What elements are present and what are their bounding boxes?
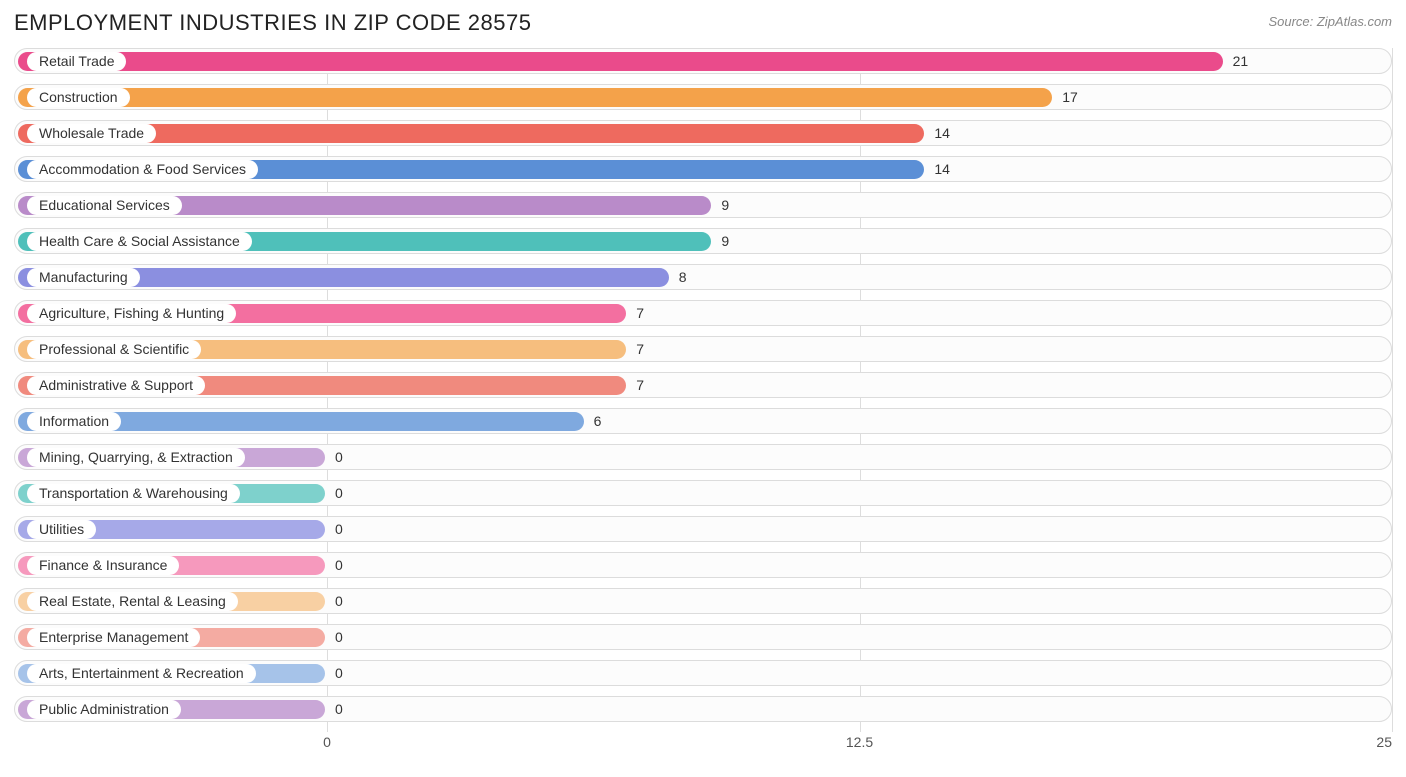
bar-track: Enterprise Management 0 (14, 624, 1392, 650)
bar-track: Arts, Entertainment & Recreation 0 (14, 660, 1392, 686)
bar-track: Information 6 (14, 408, 1392, 434)
bar-label-pill: Transportation & Warehousing (27, 484, 240, 503)
source-attribution: Source: ZipAtlas.com (1268, 14, 1392, 29)
bar-value: 7 (636, 373, 644, 397)
bar-value: 0 (335, 553, 343, 577)
bar-label-pill: Utilities (27, 520, 96, 539)
bar-track: Mining, Quarrying, & Extraction 0 (14, 444, 1392, 470)
bar-label-pill: Professional & Scientific (27, 340, 201, 359)
bar-value: 21 (1233, 49, 1249, 73)
bar-label-pill: Finance & Insurance (27, 556, 179, 575)
bar-track: Retail Trade 21 (14, 48, 1392, 74)
bar-value: 0 (335, 589, 343, 613)
bar-value: 7 (636, 301, 644, 325)
bar-track: Construction 17 (14, 84, 1392, 110)
chart-title: EMPLOYMENT INDUSTRIES IN ZIP CODE 28575 (14, 10, 532, 36)
bar-value: 7 (636, 337, 644, 361)
bar-label-pill: Information (27, 412, 121, 431)
bar-track: Wholesale Trade 14 (14, 120, 1392, 146)
bar-track: Public Administration 0 (14, 696, 1392, 722)
bar-track: Accommodation & Food Services 14 (14, 156, 1392, 182)
bar-label-pill: Enterprise Management (27, 628, 200, 647)
bar-value: 0 (335, 625, 343, 649)
bar-track: Utilities 0 (14, 516, 1392, 542)
bar-label-pill: Agriculture, Fishing & Hunting (27, 304, 236, 323)
bar-value: 9 (721, 229, 729, 253)
bar-value: 9 (721, 193, 729, 217)
bar-label-pill: Construction (27, 88, 130, 107)
bar-label-pill: Public Administration (27, 700, 181, 719)
bar-value: 8 (679, 265, 687, 289)
bar-value: 0 (335, 481, 343, 505)
bar-track: Finance & Insurance 0 (14, 552, 1392, 578)
bar-track: Agriculture, Fishing & Hunting 7 (14, 300, 1392, 326)
bar-label-pill: Mining, Quarrying, & Extraction (27, 448, 245, 467)
bar-value: 17 (1062, 85, 1078, 109)
x-axis: 0 12.5 25 (14, 732, 1392, 754)
bar-value: 0 (335, 517, 343, 541)
bar-label-pill: Educational Services (27, 196, 182, 215)
bar-track: Transportation & Warehousing 0 (14, 480, 1392, 506)
bar-value: 14 (934, 121, 950, 145)
bar-value: 14 (934, 157, 950, 181)
gridline (1392, 48, 1393, 732)
bar-track: Professional & Scientific 7 (14, 336, 1392, 362)
bar-track: Real Estate, Rental & Leasing 0 (14, 588, 1392, 614)
chart-area: Retail Trade 21 Construction 17 Wholesale Tr… (14, 48, 1392, 754)
bar-track: Manufacturing 8 (14, 264, 1392, 290)
x-axis-tick: 25 (1376, 734, 1392, 750)
bar-fill (18, 52, 1223, 71)
bar-fill (18, 88, 1052, 107)
bar-value: 6 (594, 409, 602, 433)
bar-label-pill: Wholesale Trade (27, 124, 156, 143)
bar-value: 0 (335, 697, 343, 721)
x-axis-tick: 12.5 (846, 734, 873, 750)
bar-track: Educational Services 9 (14, 192, 1392, 218)
x-axis-tick: 0 (323, 734, 331, 750)
bar-track: Administrative & Support 7 (14, 372, 1392, 398)
bar-label-pill: Manufacturing (27, 268, 140, 287)
bar-label-pill: Health Care & Social Assistance (27, 232, 252, 251)
bar-track: Health Care & Social Assistance 9 (14, 228, 1392, 254)
bar-value: 0 (335, 661, 343, 685)
bar-label-pill: Retail Trade (27, 52, 126, 71)
bar-value: 0 (335, 445, 343, 469)
bar-label-pill: Arts, Entertainment & Recreation (27, 664, 256, 683)
bar-label-pill: Real Estate, Rental & Leasing (27, 592, 238, 611)
bar-label-pill: Administrative & Support (27, 376, 205, 395)
bars-container: Retail Trade 21 Construction 17 Wholesale Tr… (14, 48, 1392, 722)
bar-label-pill: Accommodation & Food Services (27, 160, 258, 179)
